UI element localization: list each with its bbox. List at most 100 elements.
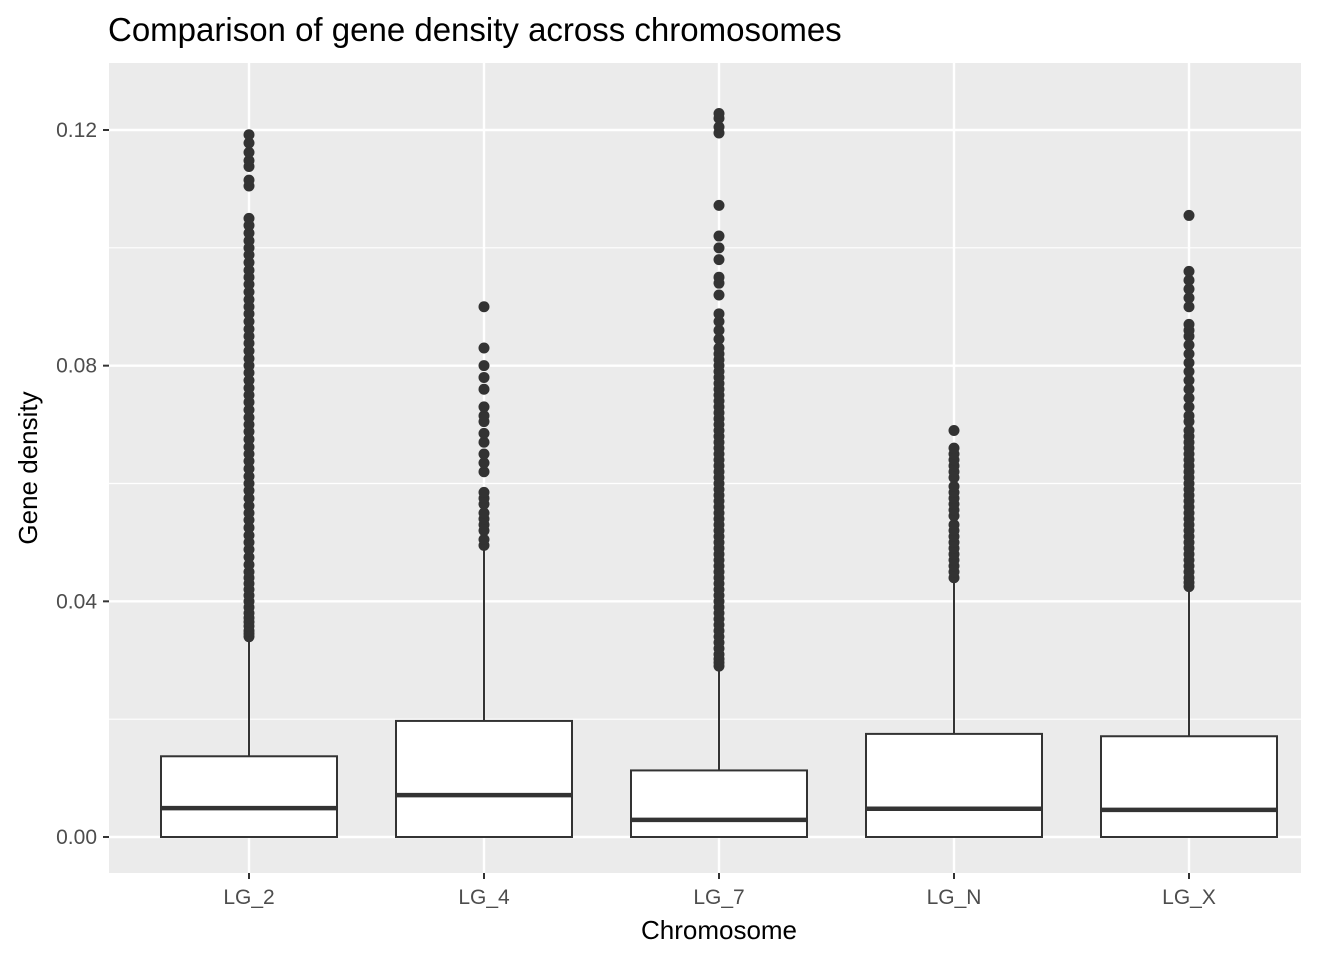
outlier-point bbox=[243, 286, 255, 298]
outlier-point bbox=[243, 551, 255, 563]
outlier-point bbox=[243, 137, 255, 149]
outlier-point bbox=[1183, 209, 1195, 221]
outlier-point bbox=[1183, 383, 1195, 395]
outlier-point bbox=[948, 480, 960, 492]
boxes bbox=[160, 108, 1278, 839]
outlier-point bbox=[243, 294, 255, 306]
outlier-point bbox=[1183, 339, 1195, 351]
outlier-point bbox=[1183, 301, 1195, 313]
outlier-point bbox=[948, 519, 960, 531]
x-tick-label: LG_X bbox=[1162, 886, 1216, 909]
outlier-point bbox=[243, 227, 255, 239]
outlier-point bbox=[243, 155, 255, 167]
y-tick-label: 0.04 bbox=[56, 590, 97, 613]
box-iqr bbox=[1100, 735, 1278, 838]
outlier-point bbox=[713, 230, 725, 242]
outlier-point bbox=[478, 486, 490, 498]
outlier-point bbox=[243, 463, 255, 475]
box-lg-4 bbox=[395, 301, 573, 838]
outlier-point bbox=[243, 323, 255, 335]
x-axis-title: Chromosome bbox=[641, 915, 797, 945]
outlier-point bbox=[243, 174, 255, 186]
chart-title: Comparison of gene density across chromo… bbox=[108, 11, 842, 48]
box-lg-2 bbox=[160, 129, 338, 839]
outlier-point bbox=[243, 433, 255, 445]
outlier-point bbox=[948, 442, 960, 454]
outlier-point bbox=[243, 382, 255, 394]
outlier-point bbox=[478, 342, 490, 354]
y-tick-label: 0.08 bbox=[56, 355, 97, 378]
outlier-point bbox=[1183, 374, 1195, 386]
x-tick-label: LG_2 bbox=[223, 886, 274, 909]
outlier-point bbox=[1183, 274, 1195, 286]
outlier-point bbox=[713, 333, 725, 345]
outlier-point bbox=[478, 427, 490, 439]
outlier-point bbox=[1183, 318, 1195, 330]
outlier-point bbox=[1183, 366, 1195, 378]
box-iqr bbox=[865, 732, 1043, 838]
outlier-point bbox=[1183, 348, 1195, 360]
x-tick-label: LG_7 bbox=[693, 886, 744, 909]
outlier-point bbox=[1183, 357, 1195, 369]
outlier-point bbox=[478, 436, 490, 448]
outlier-point bbox=[1183, 292, 1195, 304]
outlier-point bbox=[478, 457, 490, 469]
y-tick-label: 0.12 bbox=[56, 119, 97, 142]
outlier-point bbox=[243, 374, 255, 386]
outlier-point bbox=[1183, 410, 1195, 422]
outlier-point bbox=[948, 424, 960, 436]
box-lg-7 bbox=[630, 108, 808, 839]
outlier-point bbox=[1183, 265, 1195, 277]
outlier-point bbox=[478, 410, 490, 422]
outlier-point bbox=[243, 129, 255, 141]
outlier-point bbox=[243, 353, 255, 365]
outlier-point bbox=[1183, 424, 1195, 436]
x-axis: LG_2 LG_4 LG_7 LG_N LG_X bbox=[223, 873, 1216, 909]
outlier-point bbox=[478, 533, 490, 545]
outlier-point bbox=[243, 235, 255, 247]
outlier-point bbox=[713, 289, 725, 301]
outlier-point bbox=[478, 448, 490, 460]
outlier-point bbox=[713, 271, 725, 283]
outlier-point bbox=[478, 507, 490, 519]
box-iqr bbox=[630, 769, 808, 839]
box-lg-n bbox=[865, 424, 1043, 838]
outlier-point bbox=[478, 401, 490, 413]
outlier-point bbox=[243, 492, 255, 504]
outlier-point bbox=[243, 264, 255, 276]
outlier-point bbox=[243, 345, 255, 357]
outlier-point bbox=[243, 212, 255, 224]
outlier-point bbox=[478, 371, 490, 383]
outlier-point bbox=[713, 199, 725, 211]
outlier-point bbox=[243, 257, 255, 269]
outlier-point bbox=[243, 441, 255, 453]
y-axis-title: Gene density bbox=[13, 391, 43, 544]
outlier-point bbox=[243, 500, 255, 512]
outlier-point bbox=[713, 342, 725, 354]
y-axis: 0.00 0.04 0.08 0.12 bbox=[56, 119, 109, 849]
outlier-point bbox=[478, 383, 490, 395]
outlier-point bbox=[478, 360, 490, 372]
outlier-point bbox=[1183, 283, 1195, 295]
outlier-point bbox=[713, 121, 725, 133]
outlier-point bbox=[1183, 401, 1195, 413]
outlier-point bbox=[243, 470, 255, 482]
outlier-point bbox=[243, 529, 255, 541]
outlier-point bbox=[243, 404, 255, 416]
outlier-point bbox=[243, 522, 255, 534]
outlier-point bbox=[713, 254, 725, 266]
outlier-point bbox=[243, 559, 255, 571]
box-lg-x bbox=[1100, 209, 1278, 838]
outlier-point bbox=[713, 315, 725, 327]
y-tick-label: 0.00 bbox=[56, 826, 97, 849]
outlier-point bbox=[243, 412, 255, 424]
box-iqr bbox=[160, 755, 338, 839]
outlier-point bbox=[713, 324, 725, 336]
outlier-point bbox=[478, 301, 490, 313]
outlier-point bbox=[478, 466, 490, 478]
outlier-point bbox=[713, 308, 725, 320]
outlier-point bbox=[243, 315, 255, 327]
x-tick-label: LG_4 bbox=[458, 886, 510, 909]
x-tick-label: LG_N bbox=[927, 886, 982, 909]
